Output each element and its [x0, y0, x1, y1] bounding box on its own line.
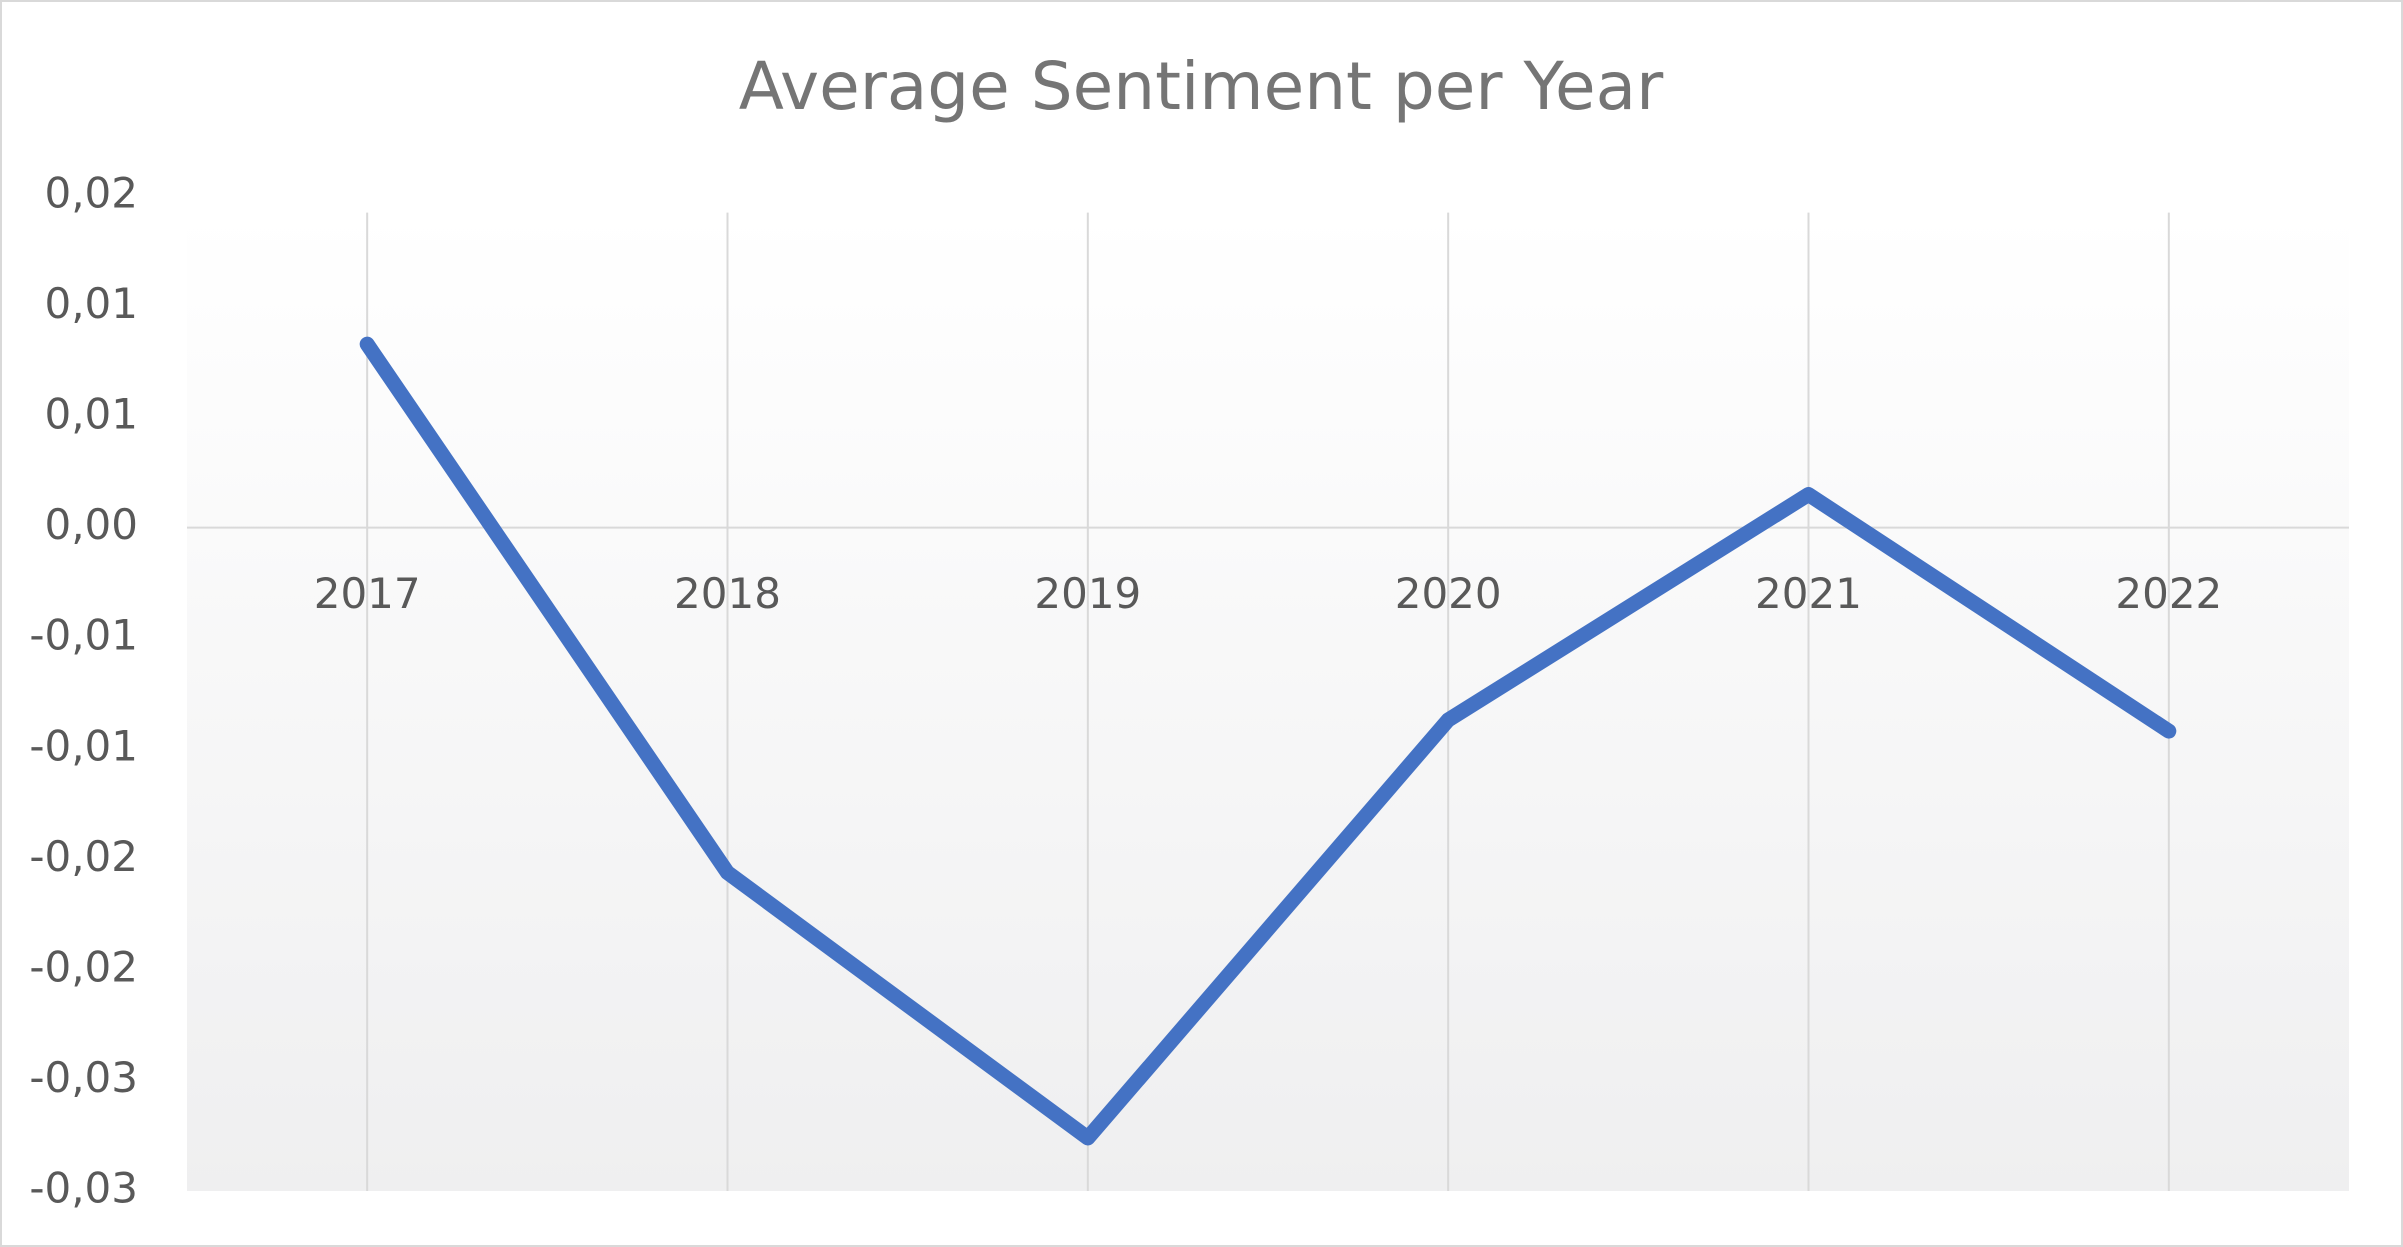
series-line — [359, 336, 2177, 1146]
y-tick-label: 0,01 — [44, 279, 138, 328]
plot-area — [187, 212, 2349, 1192]
y-tick-label: -0,01 — [29, 611, 138, 660]
y-tick-label: -0,01 — [29, 721, 138, 770]
x-tick-label: 2019 — [1034, 569, 1141, 618]
x-tick-label: 2021 — [1755, 569, 1862, 618]
x-tick-label: 2020 — [1395, 569, 1502, 618]
y-tick-label: 0,02 — [44, 169, 138, 218]
x-tick-label: 2017 — [314, 569, 421, 618]
chart-title: Average Sentiment per Year — [739, 48, 1664, 125]
y-tick-label: 0,00 — [44, 500, 138, 549]
y-tick-label: -0,03 — [29, 1164, 138, 1213]
y-tick-label: -0,02 — [29, 832, 138, 881]
x-tick-label: 2022 — [2115, 569, 2222, 618]
x-tick-label: 2018 — [674, 569, 781, 618]
y-tick-label: -0,02 — [29, 942, 138, 991]
y-tick-label: 0,01 — [44, 390, 138, 439]
y-tick-label: -0,03 — [29, 1053, 138, 1102]
